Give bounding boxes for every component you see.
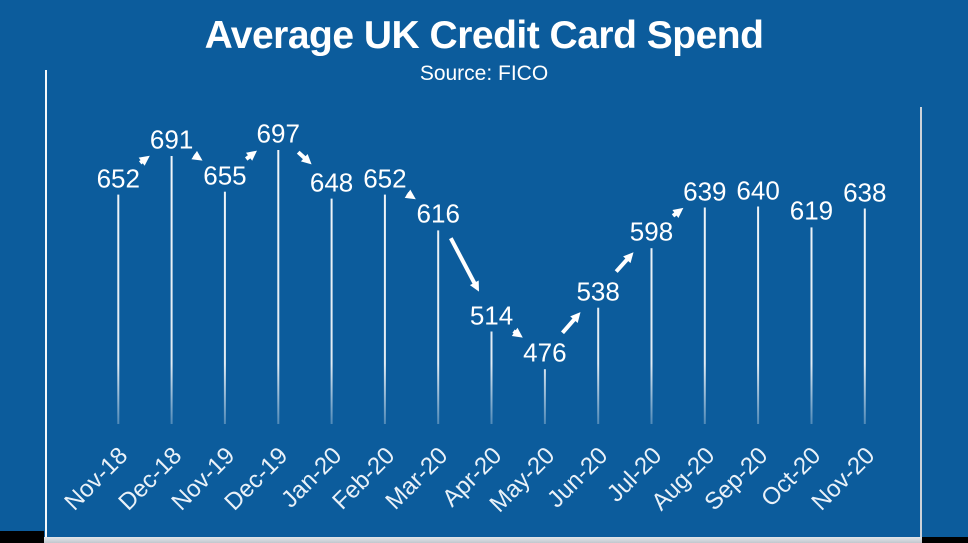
connector-arrow-head [138,155,150,166]
value-label: 476 [523,337,567,368]
connector-arrow-shaft [560,316,577,335]
connector-arrow-head [623,252,634,264]
stem-lines-group [117,150,866,424]
value-label: 538 [576,276,620,307]
value-label: 619 [789,195,834,226]
bottom-left-corner-bar [0,531,44,543]
connector-arrow-head [404,189,416,200]
stem-line [117,194,120,424]
stem-line [810,227,813,424]
stem-line [170,156,173,424]
stem-line [543,369,546,424]
value-label: 697 [256,118,300,149]
bottom-frame-bar [44,537,922,543]
connector-arrow-head [191,150,203,161]
connector-arrow-head [246,150,257,161]
value-label: 652 [96,163,140,194]
connector-arrow-shaft [614,256,630,273]
stem-line [757,206,760,424]
connector-arrow-head [511,327,523,338]
connector-arrow-head [672,207,684,218]
value-label: 655 [203,160,247,191]
stem-line [650,248,653,424]
value-label: 514 [469,300,514,331]
stem-line [437,230,440,424]
stem-line [223,191,226,424]
connector-arrow-shaft [449,237,477,286]
stem-line [490,331,493,424]
stem-line [863,208,866,424]
connector-arrow-head [469,280,479,292]
value-label: 691 [149,124,194,155]
stem-line [277,150,280,424]
value-label: 616 [416,198,460,229]
value-label: 639 [683,176,727,207]
connector-arrow-head [300,154,312,165]
bottom-right-corner-bar [922,537,968,543]
stem-line [383,194,386,424]
value-label: 640 [736,175,780,206]
connector-arrows-group [138,150,684,338]
right-frame-line [920,107,922,538]
chart-subtitle: Source: FICO [419,62,549,85]
value-label: 598 [629,216,674,247]
connector-arrow-head [570,312,581,323]
value-label: 638 [843,177,887,208]
stem-line [703,207,706,424]
stem-line [597,307,600,424]
left-axis-line [45,70,47,543]
value-label: 648 [309,167,354,198]
chart-title: Average UK Credit Card Spend [204,14,764,57]
value-label: 652 [363,163,407,194]
stem-line [330,198,333,424]
